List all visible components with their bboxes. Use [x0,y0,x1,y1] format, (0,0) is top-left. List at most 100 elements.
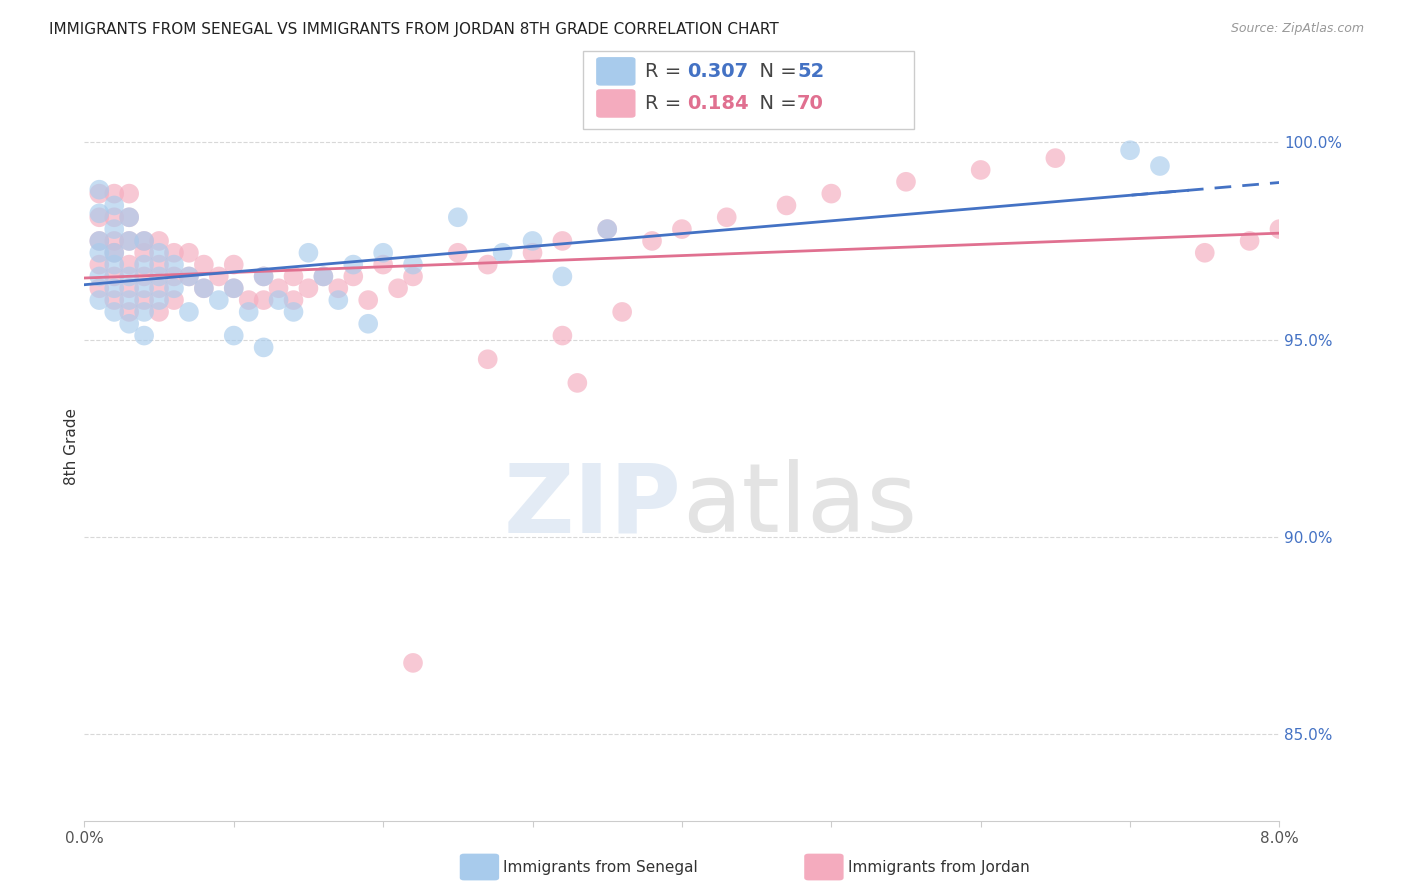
Point [89,258,111,272]
Text: 0.184: 0.184 [688,94,749,113]
Point [222,328,245,343]
Point [447,211,470,225]
Point [716,211,738,225]
Point [328,293,350,307]
Point [103,245,125,260]
Point [148,245,170,260]
Point [477,258,499,272]
Point [118,211,141,225]
Text: Source: ZipAtlas.com: Source: ZipAtlas.com [1230,22,1364,36]
Point [132,305,156,319]
Point [118,234,141,248]
Point [148,293,170,307]
Point [177,245,200,260]
Point [103,293,125,307]
Point [312,269,335,284]
Point [238,305,260,319]
Point [163,245,186,260]
Point [1119,143,1142,157]
Point [641,234,664,248]
Point [551,328,574,343]
Text: R =: R = [645,62,688,81]
Point [551,269,574,284]
Point [596,222,619,236]
Point [297,245,319,260]
Point [1045,151,1067,165]
Text: 52: 52 [797,62,824,81]
Point [132,328,156,343]
Point [193,281,215,295]
Point [208,269,231,284]
Point [253,269,276,284]
Point [402,258,425,272]
Point [132,258,156,272]
Point [283,293,305,307]
Point [103,186,125,201]
Point [148,269,170,284]
Point [163,258,186,272]
Point [373,258,395,272]
Point [671,222,693,236]
Point [118,305,141,319]
Point [267,293,290,307]
Point [596,222,619,236]
Point [253,293,276,307]
Point [103,245,125,260]
Text: Immigrants from Senegal: Immigrants from Senegal [503,860,699,874]
Point [132,269,156,284]
Text: IMMIGRANTS FROM SENEGAL VS IMMIGRANTS FROM JORDAN 8TH GRADE CORRELATION CHART: IMMIGRANTS FROM SENEGAL VS IMMIGRANTS FR… [49,22,779,37]
Point [118,186,141,201]
Point [148,258,170,272]
Point [103,198,125,212]
Point [118,317,141,331]
Point [163,269,186,284]
Point [148,281,170,295]
Point [132,245,156,260]
Point [177,269,200,284]
Point [253,340,276,354]
Point [208,293,231,307]
Point [312,269,335,284]
Point [342,258,364,272]
Text: ZIP: ZIP [503,459,682,552]
Text: 70: 70 [797,94,824,113]
Point [970,163,993,178]
Point [89,186,111,201]
Point [193,281,215,295]
Point [342,269,364,284]
Point [567,376,589,390]
Point [118,281,141,295]
Text: N =: N = [747,62,803,81]
Point [387,281,409,295]
Point [103,269,125,284]
Point [522,234,544,248]
Text: atlas: atlas [682,459,917,552]
Point [238,293,260,307]
Point [267,281,290,295]
Point [118,258,141,272]
Text: 0.307: 0.307 [688,62,748,81]
Point [477,352,499,367]
Text: Immigrants from Jordan: Immigrants from Jordan [848,860,1029,874]
Point [1268,222,1291,236]
Point [89,211,111,225]
Point [89,206,111,220]
Text: R =: R = [645,94,688,113]
Point [775,198,797,212]
Point [357,293,380,307]
Text: N =: N = [747,94,803,113]
Point [1149,159,1171,173]
Point [193,258,215,272]
Point [118,234,141,248]
Point [612,305,634,319]
Point [118,269,141,284]
Point [492,245,515,260]
Point [1194,245,1216,260]
Point [177,305,200,319]
Point [89,234,111,248]
Point [402,656,425,670]
Point [132,234,156,248]
Point [103,305,125,319]
Point [163,281,186,295]
Point [163,293,186,307]
